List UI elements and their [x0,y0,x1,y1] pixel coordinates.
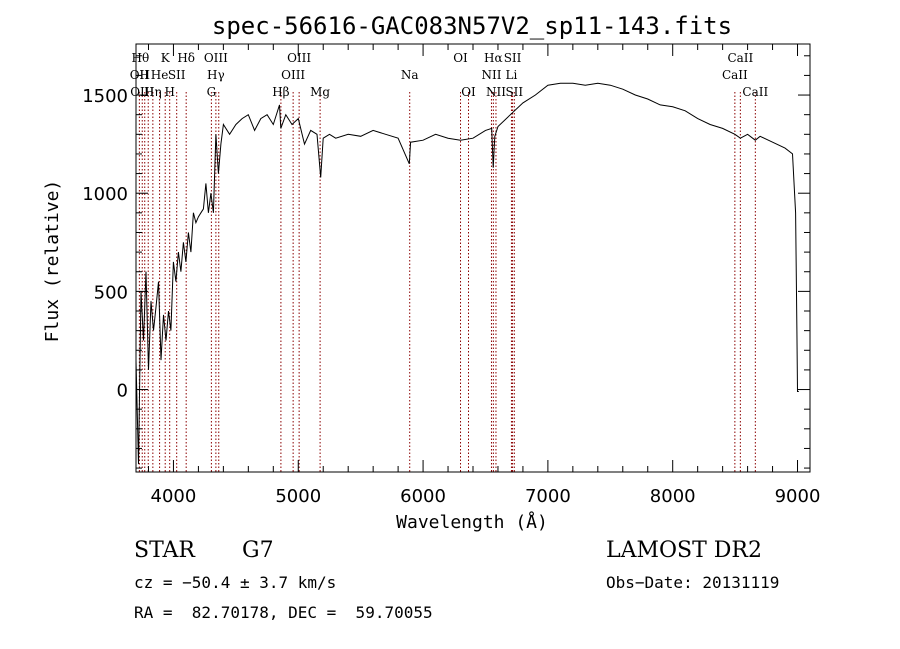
line-label: Hη [144,85,162,99]
y-tick-label: 0 [117,381,128,402]
x-axis-label: Wavelength (Å) [396,511,548,533]
x-tick-label: 6000 [400,486,446,507]
line-label: CaII [722,68,748,82]
line-label: Hα [484,51,503,65]
spectrum-line [135,82,799,465]
y-tick-label: 1500 [82,86,128,107]
line-label: OI [453,51,468,65]
y-tick-label: 500 [94,282,128,303]
redshift-velocity: cz = −50.4 ± 3.7 km/s [134,573,337,592]
y-tick-label: 1000 [82,184,128,205]
line-label: Hβ [272,85,289,99]
line-label: OIII [204,51,228,65]
line-label: NII [486,85,506,99]
line-label: G [207,85,217,99]
line-label: H [140,68,150,82]
line-label: OIII [281,68,305,82]
line-label: Mg [310,85,330,99]
line-label: Hδ [177,51,195,65]
line-label: Na [401,68,419,82]
survey-name: LAMOST DR2 [606,538,762,563]
line-label: Hγ [207,68,225,82]
x-tick-label: 7000 [525,486,571,507]
x-tick-label: 8000 [650,486,696,507]
y-axis-ticks: 0 500 1000 1500 [82,55,810,469]
line-label: SII [505,85,523,99]
x-tick-label: 9000 [775,486,821,507]
line-label: K [161,51,171,65]
line-label: H [164,85,174,99]
line-label: He [151,68,169,82]
line-label: SII [504,51,522,65]
line-label: Hθ [132,51,150,65]
plot-frame [135,43,811,473]
line-label: OIII [287,51,311,65]
line-label: Li [506,68,518,82]
x-tick-label: 4000 [151,486,197,507]
line-label: CaII [727,51,753,65]
object-class: STAR [134,538,195,563]
x-tick-label: 5000 [275,486,321,507]
y-axis-label: Flux (relative) [42,180,63,343]
line-label: CaII [742,85,768,99]
observation-date: Obs−Date: 20131119 [606,573,780,592]
emission-line-markers [138,92,756,472]
line-label: NII [481,68,501,82]
chart-title: spec-56616-GAC083N57V2_sp11-143.fits [212,12,732,40]
object-subclass: G7 [242,538,274,563]
coordinates: RA = 82.70178, DEC = 59.70055 [134,603,433,622]
x-axis-ticks: 4000 5000 6000 7000 8000 9000 [147,44,821,507]
line-label: SII [168,68,186,82]
line-label: OI [461,85,476,99]
